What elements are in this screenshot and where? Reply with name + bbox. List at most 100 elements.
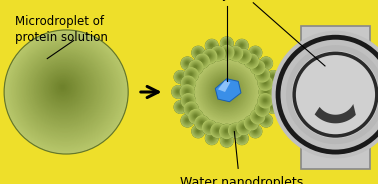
Circle shape [45,70,82,107]
Circle shape [185,89,189,94]
Circle shape [254,51,256,53]
Circle shape [220,85,231,95]
Circle shape [251,110,265,124]
Circle shape [252,61,263,73]
Circle shape [218,83,232,97]
Circle shape [223,88,228,92]
Circle shape [263,98,268,103]
Circle shape [223,49,230,56]
Circle shape [217,129,219,131]
Circle shape [201,66,252,117]
Circle shape [268,72,277,82]
Circle shape [230,47,242,59]
Circle shape [205,52,214,60]
Circle shape [256,65,259,69]
Circle shape [43,68,84,109]
Circle shape [193,47,203,58]
Circle shape [260,115,272,126]
Circle shape [10,36,122,148]
Circle shape [190,108,191,109]
Circle shape [172,86,184,98]
Circle shape [262,117,270,124]
Circle shape [210,44,213,47]
Circle shape [263,117,269,123]
Circle shape [197,118,207,128]
Circle shape [178,74,183,79]
Circle shape [262,59,270,67]
Circle shape [256,66,259,68]
Circle shape [215,51,220,55]
Circle shape [262,80,268,86]
Circle shape [24,49,106,131]
Circle shape [264,61,268,65]
Circle shape [217,82,234,99]
Circle shape [192,113,199,120]
Circle shape [57,82,69,94]
Circle shape [267,71,279,83]
Circle shape [256,68,269,81]
Circle shape [251,60,265,74]
Circle shape [177,91,179,93]
Circle shape [269,73,277,81]
Circle shape [247,119,256,127]
Circle shape [222,136,231,145]
Circle shape [240,53,247,60]
Circle shape [182,77,195,90]
Circle shape [212,125,224,136]
Circle shape [222,86,229,94]
Circle shape [220,124,234,139]
Circle shape [231,126,240,135]
Circle shape [263,118,268,123]
Circle shape [12,38,119,145]
Circle shape [206,40,217,51]
Circle shape [40,66,87,113]
Circle shape [221,135,233,147]
Circle shape [221,38,232,49]
Circle shape [4,30,128,154]
Circle shape [182,115,193,126]
Circle shape [177,73,184,80]
Circle shape [237,49,251,63]
Circle shape [175,89,181,94]
Circle shape [175,88,182,95]
Circle shape [12,38,119,144]
Circle shape [252,49,258,56]
Circle shape [199,120,205,125]
Circle shape [262,98,268,103]
Circle shape [27,52,103,128]
Circle shape [187,82,189,84]
Circle shape [230,48,241,59]
Circle shape [225,139,228,142]
Circle shape [270,104,276,109]
Circle shape [187,70,195,79]
Circle shape [53,77,74,99]
Circle shape [206,71,246,112]
Circle shape [201,121,203,124]
Circle shape [233,51,238,55]
Circle shape [185,69,197,81]
Circle shape [272,31,378,158]
Circle shape [270,74,276,79]
Circle shape [249,121,253,124]
Circle shape [265,82,266,83]
Circle shape [235,130,236,131]
Circle shape [189,109,203,124]
Circle shape [259,77,271,89]
Circle shape [247,57,256,65]
Circle shape [204,122,215,133]
Circle shape [189,60,203,75]
Circle shape [30,56,99,124]
Circle shape [200,65,253,118]
Circle shape [253,111,263,122]
Circle shape [187,100,189,101]
Circle shape [264,99,266,102]
Circle shape [229,46,243,60]
Circle shape [287,46,378,144]
Circle shape [265,119,267,121]
Circle shape [208,55,211,57]
Circle shape [31,56,98,123]
Circle shape [271,75,274,78]
Circle shape [48,72,79,104]
Circle shape [197,56,207,66]
Polygon shape [314,104,356,123]
